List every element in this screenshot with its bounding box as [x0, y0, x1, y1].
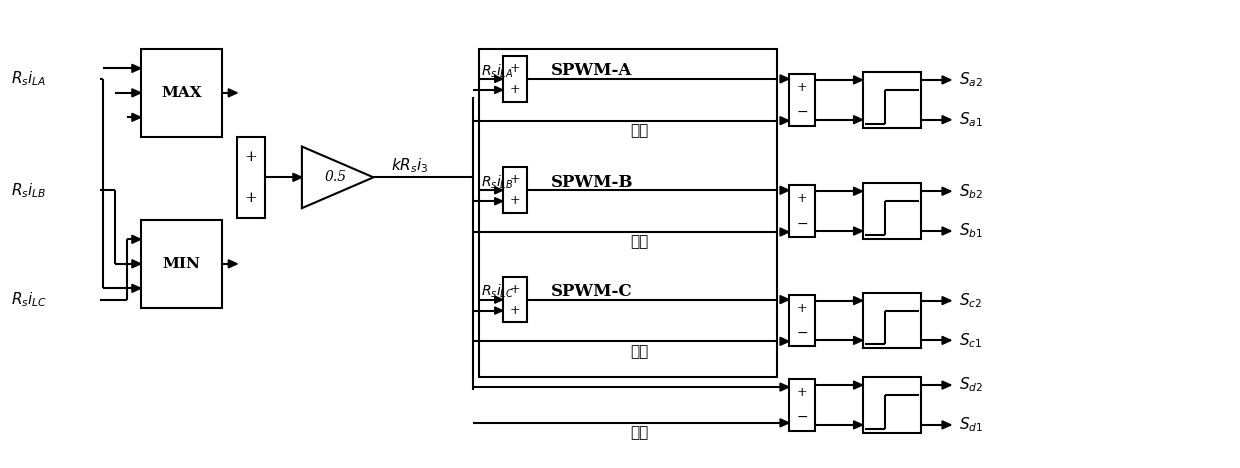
Polygon shape — [495, 75, 502, 82]
Text: $R_s i_{LC}$: $R_s i_{LC}$ — [11, 290, 47, 309]
Text: SPWM-C: SPWM-C — [551, 283, 632, 300]
Text: +: + — [796, 301, 807, 314]
Text: SPWM-A: SPWM-A — [551, 62, 632, 80]
Text: $kR_s i_3$: $kR_s i_3$ — [392, 156, 429, 175]
Polygon shape — [495, 296, 502, 303]
Polygon shape — [780, 419, 789, 427]
Bar — [789, 379, 815, 431]
Polygon shape — [495, 187, 502, 194]
Bar — [502, 56, 527, 102]
Text: $S_{b1}$: $S_{b1}$ — [959, 222, 983, 241]
Polygon shape — [853, 187, 863, 195]
Text: −: − — [796, 410, 807, 424]
Polygon shape — [942, 227, 951, 235]
Polygon shape — [853, 381, 863, 389]
Text: +: + — [244, 191, 258, 205]
Polygon shape — [780, 383, 789, 391]
Text: $R_s i_{LB}$: $R_s i_{LB}$ — [11, 181, 46, 200]
Text: 0.5: 0.5 — [325, 170, 347, 184]
Text: +: + — [510, 62, 520, 75]
Text: $S_{c1}$: $S_{c1}$ — [959, 331, 982, 350]
Polygon shape — [131, 113, 141, 121]
Polygon shape — [228, 89, 237, 97]
Text: +: + — [510, 283, 520, 296]
Text: +: + — [510, 173, 520, 186]
Text: $S_{a2}$: $S_{a2}$ — [959, 71, 983, 89]
Bar — [863, 292, 921, 348]
Text: $R_s i_{LB}$: $R_s i_{LB}$ — [481, 174, 513, 191]
Bar — [863, 72, 921, 128]
Polygon shape — [942, 336, 951, 344]
Polygon shape — [131, 284, 141, 292]
Bar — [863, 183, 921, 239]
Bar — [479, 49, 777, 377]
Text: +: + — [510, 83, 520, 96]
Text: +: + — [510, 194, 520, 207]
Text: +: + — [796, 192, 807, 205]
Polygon shape — [780, 117, 789, 124]
Bar — [502, 168, 527, 213]
Polygon shape — [942, 187, 951, 195]
Text: $S_{a1}$: $S_{a1}$ — [959, 110, 983, 129]
Text: +: + — [796, 386, 807, 399]
Text: 载波: 载波 — [630, 344, 649, 359]
Text: −: − — [796, 217, 807, 231]
Polygon shape — [228, 260, 237, 268]
Text: $S_{b2}$: $S_{b2}$ — [959, 182, 983, 201]
Polygon shape — [780, 75, 789, 83]
Polygon shape — [942, 297, 951, 305]
Text: $R_s i_{LC}$: $R_s i_{LC}$ — [481, 283, 513, 300]
Polygon shape — [942, 381, 951, 389]
Bar — [237, 137, 265, 218]
Bar — [141, 49, 222, 137]
Bar — [789, 185, 815, 237]
Polygon shape — [853, 297, 863, 305]
Polygon shape — [780, 186, 789, 194]
Text: +: + — [244, 150, 258, 164]
Polygon shape — [495, 307, 502, 314]
Bar — [789, 74, 815, 125]
Text: 载波: 载波 — [630, 234, 649, 249]
Text: 载波: 载波 — [630, 123, 649, 138]
Bar — [141, 220, 222, 307]
Text: +: + — [510, 304, 520, 317]
Polygon shape — [780, 296, 789, 304]
Text: 载波: 载波 — [630, 425, 649, 440]
Polygon shape — [853, 76, 863, 84]
Polygon shape — [853, 421, 863, 429]
Text: $S_{d1}$: $S_{d1}$ — [959, 416, 983, 434]
Polygon shape — [131, 64, 141, 73]
Text: $S_{c2}$: $S_{c2}$ — [959, 291, 982, 310]
Polygon shape — [853, 336, 863, 344]
Polygon shape — [131, 260, 141, 268]
Text: −: − — [796, 105, 807, 119]
Polygon shape — [942, 421, 951, 429]
Polygon shape — [131, 235, 141, 243]
Polygon shape — [131, 89, 141, 97]
Polygon shape — [853, 227, 863, 235]
Text: $S_{d2}$: $S_{d2}$ — [959, 376, 983, 395]
Polygon shape — [495, 86, 502, 94]
Text: $R_s i_{LA}$: $R_s i_{LA}$ — [481, 62, 513, 80]
Polygon shape — [942, 76, 951, 84]
Text: SPWM-B: SPWM-B — [551, 174, 632, 191]
Bar — [863, 377, 921, 433]
Polygon shape — [780, 337, 789, 345]
Bar — [789, 295, 815, 346]
Polygon shape — [495, 197, 502, 205]
Polygon shape — [301, 146, 373, 208]
Polygon shape — [853, 116, 863, 124]
Text: MAX: MAX — [161, 86, 202, 100]
Bar — [502, 277, 527, 322]
Text: $R_s i_{LA}$: $R_s i_{LA}$ — [11, 70, 46, 88]
Text: MIN: MIN — [162, 257, 201, 271]
Polygon shape — [942, 116, 951, 124]
Polygon shape — [293, 173, 301, 182]
Text: −: − — [796, 326, 807, 340]
Polygon shape — [780, 228, 789, 236]
Text: +: + — [796, 81, 807, 94]
